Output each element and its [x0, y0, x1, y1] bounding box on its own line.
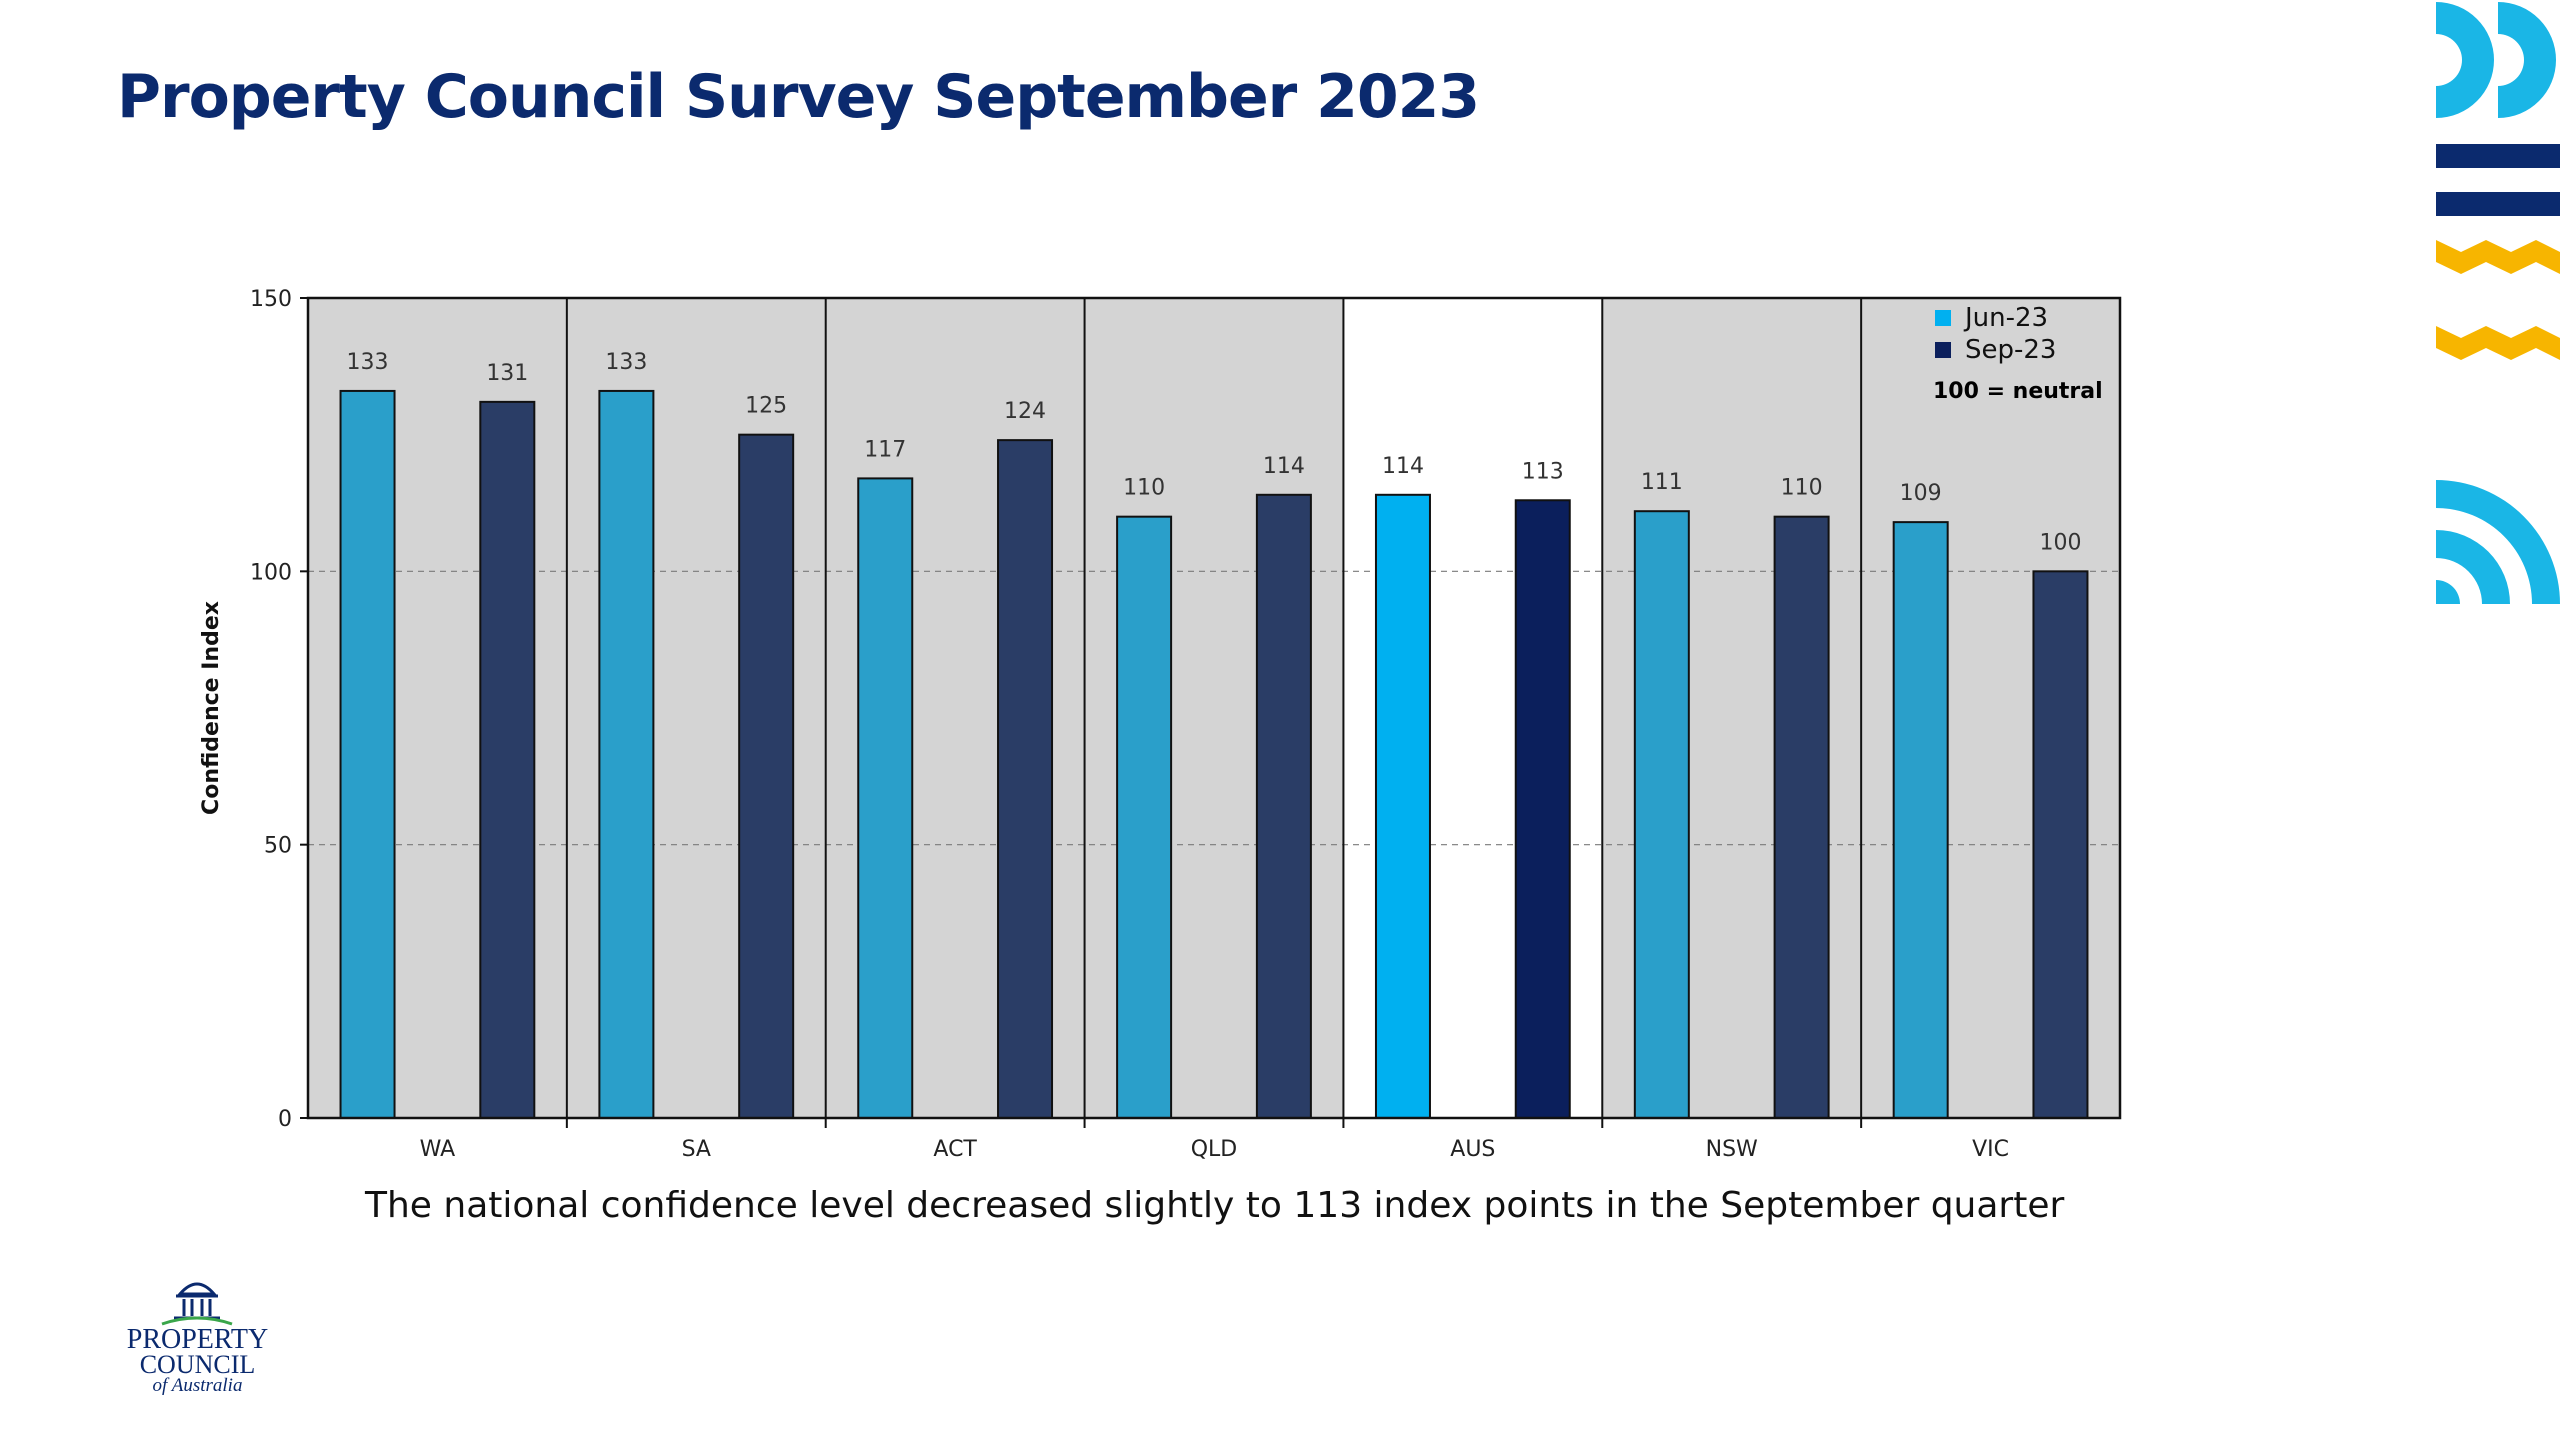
y-axis-ticks: 0 50 100 150 [250, 287, 308, 1132]
data-label-sa-jun-23: 133 [605, 350, 647, 375]
data-label-act-sep-23: 124 [1004, 399, 1046, 424]
deco-cyan-signal-arc-outer [2436, 480, 2560, 604]
logo-text-of-australia: of Australia [152, 1375, 243, 1396]
bar-aus-jun-23 [1374, 493, 1431, 1120]
deco-cyan-signal-arc-middle [2436, 530, 2510, 604]
data-label-aus-sep-23: 113 [1522, 459, 1564, 484]
legend: Jun-23 Sep-23 100 = neutral [1933, 303, 2103, 404]
bar-vic-sep-23 [2032, 570, 2089, 1120]
data-label-nsw-sep-23: 110 [1781, 476, 1823, 501]
bar-wa-jun-23 [339, 389, 396, 1119]
x-label-wa: WA [420, 1137, 456, 1162]
bar-act-sep-23 [997, 439, 1054, 1119]
logo-text-council: COUNCIL [139, 1350, 256, 1379]
decorative-brand-shapes [2436, 2, 2560, 604]
bar-wa-sep-23 [479, 400, 536, 1120]
data-label-nsw-jun-23: 111 [1641, 470, 1683, 495]
deco-navy-bar-2 [2436, 192, 2560, 216]
legend-swatch-sep23 [1935, 342, 1951, 358]
x-label-nsw: NSW [1706, 1137, 1758, 1162]
bar-sa-sep-23 [738, 433, 795, 1119]
legend-swatch-jun23 [1935, 310, 1951, 326]
data-label-wa-jun-23: 133 [347, 350, 389, 375]
bar-qld-sep-23 [1255, 493, 1312, 1120]
legend-label-sep23: Sep-23 [1965, 335, 2056, 365]
deco-yellow-zigzag-1 [2436, 240, 2560, 274]
data-label-vic-sep-23: 100 [2039, 530, 2081, 555]
data-label-sa-sep-23: 125 [745, 394, 787, 419]
property-council-logo: PROPERTY COUNCIL of Australia [110, 1272, 285, 1402]
y-tick-label-150: 150 [250, 287, 292, 312]
y-tick-label-100: 100 [250, 560, 292, 585]
bar-act-jun-23 [857, 477, 914, 1119]
x-label-sa: SA [682, 1137, 711, 1162]
bar-vic-jun-23 [1892, 521, 1949, 1119]
bars [339, 389, 2089, 1120]
deco-yellow-zigzag-2 [2436, 326, 2560, 360]
bar-aus-sep-23 [1514, 499, 1571, 1119]
x-label-vic: VIC [1972, 1137, 2009, 1162]
chart-caption: The national confidence level decreased … [365, 1185, 2065, 1226]
y-axis-title: Confidence Index [199, 601, 224, 815]
y-tick-label-50: 50 [264, 834, 292, 859]
y-tick-label-0: 0 [278, 1107, 292, 1132]
plot-frame [306, 296, 2122, 1128]
x-label-qld: QLD [1191, 1137, 1238, 1162]
x-label-act: ACT [933, 1137, 977, 1162]
data-label-vic-jun-23: 109 [1900, 481, 1942, 506]
data-labels: 133 133 117 110 114 111 109 131 125 124 114 113 110 1… [347, 350, 2082, 555]
slide-title: Property Council Survey September 2023 [117, 62, 1480, 132]
x-axis-labels: WA SA ACT QLD AUS NSW VIC [420, 1137, 2009, 1162]
bar-qld-jun-23 [1116, 515, 1173, 1119]
legend-label-jun23: Jun-23 [1963, 303, 2048, 333]
deco-cyan-arc-2 [2498, 2, 2556, 118]
confidence-index-bar-chart: 133 133 117 110 114 111 109 131 125 124 114 113 110 1… [199, 287, 2122, 1162]
data-label-wa-sep-23: 131 [486, 361, 528, 386]
bar-nsw-jun-23 [1633, 510, 1690, 1119]
deco-cyan-arc-1 [2436, 2, 2494, 118]
deco-navy-bar-1 [2436, 144, 2560, 168]
data-label-act-jun-23: 117 [864, 437, 906, 462]
x-label-aus: AUS [1450, 1137, 1495, 1162]
building-icon [161, 1282, 233, 1326]
data-label-qld-sep-23: 114 [1263, 454, 1305, 479]
deco-cyan-signal-dot [2436, 580, 2460, 604]
data-label-qld-jun-23: 110 [1123, 476, 1165, 501]
category-panels [308, 298, 2120, 1118]
bar-nsw-sep-23 [1773, 515, 1830, 1119]
data-label-aus-jun-23: 114 [1382, 454, 1424, 479]
legend-neutral-note: 100 = neutral [1933, 379, 2103, 404]
plot-border [306, 296, 2122, 1120]
bar-sa-jun-23 [598, 389, 655, 1119]
logo-text-property: PROPERTY [126, 1324, 269, 1355]
